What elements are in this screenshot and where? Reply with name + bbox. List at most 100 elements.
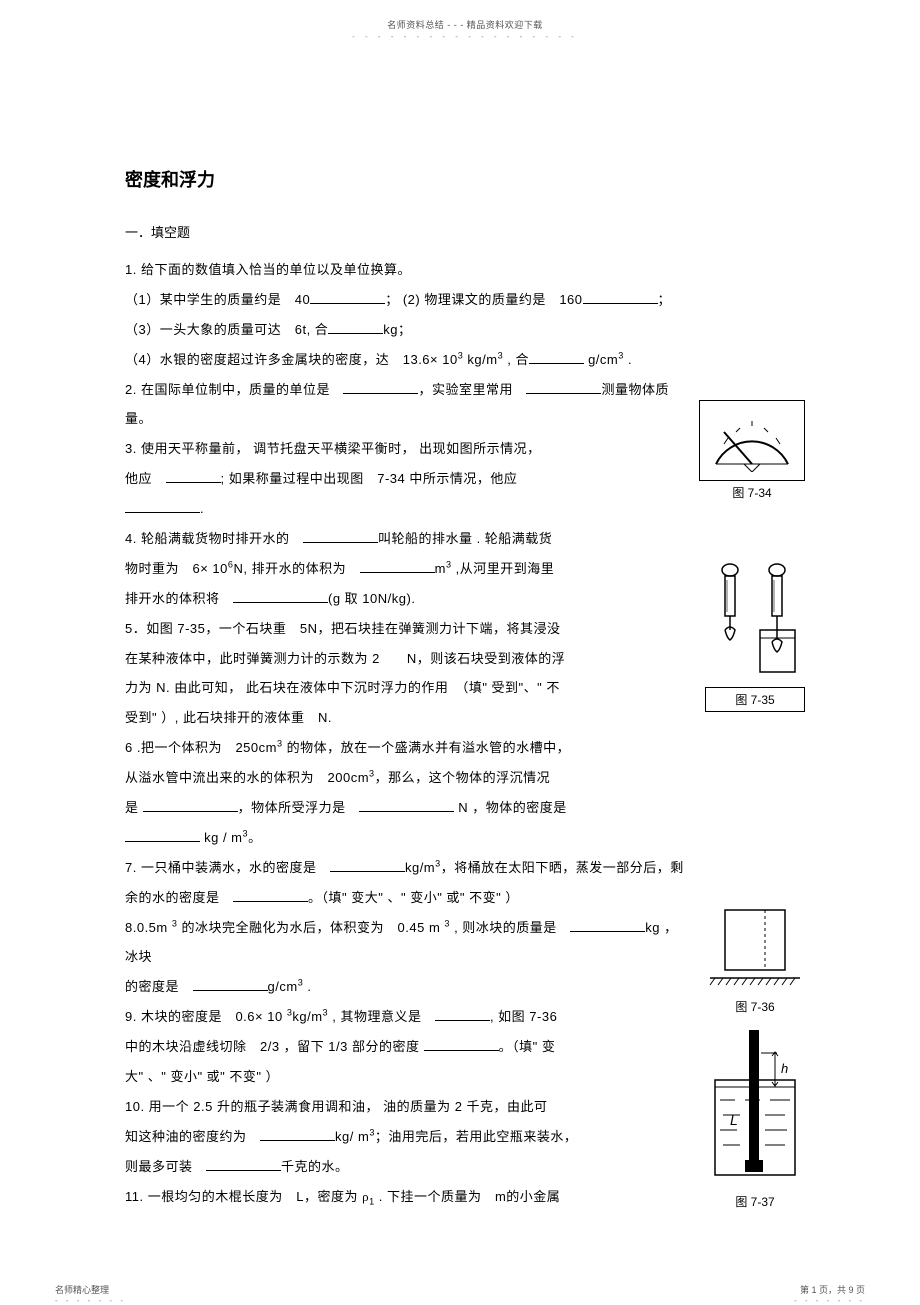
footer-right-text: 第 1 页，共 9 页	[794, 1283, 865, 1296]
q7-e: 。（填" 变大" 、" 变小" 或" 不变" ）	[308, 890, 519, 905]
q5-l4: 受到" ）, 此石块排开的液体重 N.	[125, 703, 665, 733]
q9-l1: 9. 木块的密度是 0.6× 10 3kg/m3 , 其物理意义是 , 如图 7…	[125, 1002, 655, 1032]
q1-1c: ；	[658, 292, 672, 307]
q10-e: 则最多可装	[125, 1159, 206, 1174]
figure-7-35-image	[705, 560, 805, 685]
q10-f: 千克的水。	[281, 1159, 349, 1174]
q3-l2: 他应 ; 如果称量过程中出现图 7-34 中所示情况，他应	[125, 464, 655, 494]
blank	[424, 1039, 499, 1051]
q6-l2: 从溢水管中流出来的水的体积为 200cm3，那么，这个物体的浮沉情况	[125, 763, 665, 793]
q8-e: 的密度是	[125, 979, 193, 994]
header-dashes: - - - - - - - - - - - - - - - - - -	[125, 32, 805, 41]
blank	[526, 382, 601, 394]
blank	[166, 472, 221, 484]
q1-4e: .	[624, 352, 632, 367]
section-1-heading: 一．填空题	[125, 222, 805, 241]
blank	[435, 1010, 490, 1022]
q3-d: .	[200, 501, 204, 516]
q9-e: 中的木块沿虚线切除 2/3 ，留下 1/3 部分的密度	[125, 1039, 424, 1054]
q8-g: .	[303, 979, 311, 994]
q8-f: g/cm	[268, 979, 298, 994]
blank	[125, 501, 200, 513]
header-top-text: 名师资料总结 - - - 精品资料欢迎下载	[125, 18, 805, 31]
footer-left: 名师精心整理 - - - - - - -	[55, 1283, 126, 1305]
q1-4a: （4）水银的密度超过许多金属块的密度，达 13.6× 10	[125, 352, 458, 367]
q9-c: , 其物理意义是	[328, 1009, 435, 1024]
figure-7-37-caption: 图 7-37	[705, 1193, 805, 1210]
q6-g: N ，物体的密度是	[454, 800, 567, 815]
spring-scale-icon	[705, 560, 805, 680]
q1-sub4: （4）水银的密度超过许多金属块的密度，达 13.6× 103 kg/m3 , 合…	[125, 345, 685, 375]
q8-l1: 8.0.5m 3 的冰块完全融化为水后，体积变为 0.45 m 3 , 则冰块的…	[125, 913, 685, 973]
q7-a: 7. 一只桶中装满水，水的密度是	[125, 860, 330, 875]
q6-l1: 6 .把一个体积为 250cm3 的物体，放在一个盛满水并有溢水管的水槽中，	[125, 733, 665, 763]
q6-l3: 是 ，物体所受浮力是 N ，物体的密度是	[125, 793, 685, 823]
figure-7-34-caption: 图 7-34	[699, 484, 805, 501]
wood-block-icon	[705, 905, 805, 990]
q6-a: 6 .把一个体积为 250cm	[125, 740, 277, 755]
q1-4c: , 合	[503, 352, 529, 367]
q6-c: 从溢水管中流出来的水的体积为 200cm	[125, 770, 369, 785]
q6-e: 是	[125, 800, 143, 815]
q4-d: N, 排开水的体积为	[233, 561, 359, 576]
blank	[260, 1129, 335, 1141]
figure-7-36-image	[705, 905, 805, 995]
figure-7-37: h L 图 7-37	[705, 1025, 805, 1210]
blank	[529, 352, 584, 364]
blank	[143, 800, 238, 812]
blank	[570, 920, 645, 932]
q8-a: 8.0.5m	[125, 920, 172, 935]
figure-7-37-image: h L	[705, 1025, 805, 1190]
stick-in-liquid-icon: h L	[705, 1025, 805, 1185]
q6-f: ，物体所受浮力是	[238, 800, 360, 815]
q8-b: 的冰块完全融化为水后，体积变为 0.45 m	[177, 920, 444, 935]
q3-l3: .	[125, 494, 685, 524]
balance-scale-dial-icon	[706, 404, 798, 472]
blank	[233, 591, 328, 603]
content-column: 1. 给下面的数值填入恰当的单位以及单位换算。 （1）某中学生的质量约是 40；…	[125, 255, 685, 1212]
q7-l2: 余的水的密度是 。（填" 变大" 、" 变小" 或" 不变" ）	[125, 883, 685, 913]
q6-l4: kg / m3。	[125, 823, 685, 853]
q6-h: kg / m	[200, 830, 243, 845]
q6-i: 。	[248, 830, 262, 845]
figure-7-36-caption: 图 7-36	[705, 998, 805, 1015]
page: 名师资料总结 - - - 精品资料欢迎下载 - - - - - - - - - …	[0, 0, 920, 1212]
q7-b: kg/m	[405, 860, 435, 875]
footer-right: 第 1 页，共 9 页 - - - - - - -	[794, 1283, 865, 1305]
q1-3b: kg；	[383, 322, 411, 337]
q9-l3: 大" 、" 变小" 或" 不变" ）	[125, 1062, 655, 1092]
q7-d: 余的水的密度是	[125, 890, 233, 905]
blank	[193, 980, 268, 992]
q2-a: 2. 在国际单位制中，质量的单位是	[125, 382, 343, 397]
q4-h: (g 取 10N/kg).	[328, 591, 415, 606]
q10-c: kg/ m	[335, 1129, 369, 1144]
footer-left-text: 名师精心整理	[55, 1283, 126, 1296]
figure-7-35-caption-frame: 图 7-35	[705, 687, 805, 712]
q11-b: . 下挂一个质量为 m的小金属	[375, 1189, 561, 1204]
q9-f: 。（填" 变	[499, 1039, 556, 1054]
figure-7-35: 图 7-35	[705, 560, 805, 712]
q1-stem: 1. 给下面的数值填入恰当的单位以及单位换算。	[125, 255, 685, 285]
q4-f: ,从河里开到海里	[452, 561, 555, 576]
q2: 2. 在国际单位制中，质量的单位是 ，实验室里常用 测量物体质量。	[125, 375, 685, 435]
blank	[303, 531, 378, 543]
q5-l1: 5．如图 7-35，一个石块重 5N，把石块挂在弹簧测力计下端，将其浸没	[125, 614, 665, 644]
q6-b: 的物体，放在一个盛满水并有溢水管的水槽中，	[283, 740, 571, 755]
blank	[125, 830, 200, 842]
q9-a: 9. 木块的密度是 0.6× 10	[125, 1009, 287, 1024]
q3-l1: 3. 使用天平称量前， 调节托盘天平横梁平衡时， 出现如图所示情况，	[125, 434, 655, 464]
blank	[330, 860, 405, 872]
blank	[360, 561, 435, 573]
q4-c: 物时重为 6× 10	[125, 561, 228, 576]
blank	[583, 292, 658, 304]
q1-sub1: （1）某中学生的质量约是 40； (2) 物理课文的质量约是 160；	[125, 285, 685, 315]
blank	[359, 800, 454, 812]
blank	[206, 1159, 281, 1171]
q10-l2: 知这种油的密度约为 kg/ m3；油用完后，若用此空瓶来装水，	[125, 1122, 655, 1152]
q10-l1: 10. 用一个 2.5 升的瓶子装满食用调和油， 油的质量为 2 千克，由此可	[125, 1092, 655, 1122]
q8-c: , 则冰块的质量是	[450, 920, 570, 935]
figure-7-34-frame	[699, 400, 805, 481]
q4-e: m	[435, 561, 446, 576]
figure-7-34: 图 7-34	[699, 400, 805, 501]
q5-l2: 在某种液体中，此时弹簧测力计的示数为 2 N，则该石块受到液体的浮	[125, 644, 665, 674]
